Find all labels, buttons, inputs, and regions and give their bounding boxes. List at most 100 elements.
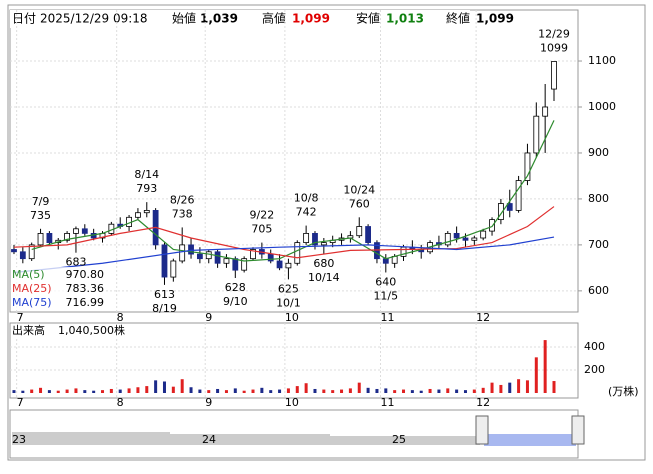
volume-bar	[286, 388, 290, 393]
x-tick-label: 12	[476, 311, 490, 324]
candle-body	[46, 232, 53, 243]
annotation-date: 10/8	[294, 192, 319, 205]
navigator-label: 25	[392, 433, 406, 446]
candle-body	[551, 61, 557, 90]
y-tick-label: 200	[584, 363, 605, 376]
moving-average	[13, 236, 555, 274]
candle-body	[11, 249, 17, 253]
volume-bar	[322, 389, 326, 393]
annotation-date: 7/9	[32, 195, 50, 208]
candle-body	[294, 242, 301, 264]
annotation-date: 8/26	[170, 193, 195, 206]
volume-bar	[543, 340, 547, 393]
candle-body	[135, 212, 141, 218]
volume-unit: (万株)	[608, 384, 639, 398]
volume-bar	[552, 381, 556, 393]
candle-body	[205, 251, 212, 260]
volume-bar	[490, 382, 494, 393]
candle-body	[223, 258, 230, 264]
annotation-date: 10/24	[343, 183, 375, 196]
x-tick-label: 11	[380, 396, 394, 409]
volume-bar	[534, 357, 538, 393]
candle-body	[196, 253, 203, 260]
y-tick-label: 1000	[588, 100, 616, 113]
volume-bar	[74, 388, 78, 393]
volume-bar	[118, 389, 122, 393]
candle-body	[161, 244, 168, 278]
volume-bar	[109, 388, 113, 393]
volume-bar	[198, 389, 202, 393]
candle-body	[170, 260, 177, 278]
volume-bar	[481, 387, 485, 393]
header-datetime: 2025/12/29 09:18	[40, 12, 148, 26]
candle-body	[143, 210, 150, 214]
navigator-selection[interactable]	[484, 434, 576, 446]
candle-body	[542, 106, 549, 117]
x-tick-label: 8	[117, 311, 124, 324]
candle-body	[471, 237, 478, 241]
volume-bar	[207, 390, 211, 393]
volume-bar	[393, 390, 397, 393]
annotation-date: 12/29	[538, 27, 570, 40]
candle-body	[365, 226, 371, 243]
annotation-price: 640	[375, 275, 396, 288]
candle-body	[276, 260, 283, 269]
x-tick-label: 7	[17, 396, 24, 409]
annotation-date: 11/5	[373, 289, 398, 302]
candle-body	[250, 249, 256, 260]
legend-value: 716.99	[66, 296, 105, 309]
volume-bar	[127, 388, 131, 393]
candle-body	[462, 237, 469, 241]
candle-body	[382, 258, 389, 264]
navigator-handle[interactable]	[571, 415, 585, 445]
candle-body	[515, 180, 522, 211]
y-tick-label: 900	[588, 146, 609, 159]
header-bg	[10, 10, 470, 28]
candle-body	[489, 219, 495, 232]
candle-body	[241, 258, 248, 271]
header-value: 1,039	[200, 12, 238, 26]
candle-body	[81, 228, 88, 234]
annotation-date: 10/1	[276, 296, 301, 309]
volume-bar	[304, 383, 308, 393]
volume-bar	[162, 381, 166, 393]
legend-name: MA(25)	[12, 282, 52, 295]
candle-body	[356, 226, 363, 237]
price-panel	[9, 9, 579, 313]
annotation-price: 628	[225, 281, 246, 294]
volume-bar	[233, 388, 237, 393]
navigator-label: 24	[202, 433, 216, 446]
volume-bar	[65, 389, 69, 393]
volume-bar	[348, 388, 352, 393]
annotation-price: 760	[349, 197, 370, 210]
annotation-date: 8/14	[134, 168, 159, 181]
candle-body	[320, 242, 327, 246]
volume-bar	[154, 380, 158, 393]
legend-value: 970.80	[66, 268, 105, 281]
volume-bar	[12, 390, 16, 393]
volume-bar	[366, 387, 370, 393]
candle-body	[374, 242, 380, 260]
volume-bar	[260, 387, 264, 393]
header-value: 1,013	[386, 12, 424, 26]
volume-bar	[428, 388, 432, 393]
candle-body	[480, 230, 487, 239]
candle-body	[444, 232, 451, 246]
header-label: 終値	[446, 11, 470, 26]
legend-name: MA(5)	[12, 268, 45, 281]
candle-body	[506, 203, 513, 211]
x-tick-label: 12	[476, 396, 490, 409]
volume-bar	[402, 389, 406, 393]
volume-bar	[216, 388, 220, 393]
candle-body	[303, 232, 310, 243]
navigator-handle[interactable]	[475, 415, 489, 445]
candle-body	[73, 228, 79, 234]
x-tick-label: 10	[285, 311, 299, 324]
volume-total: 1,040,500株	[58, 323, 125, 337]
candle-body	[497, 203, 504, 221]
volume-bar	[410, 390, 414, 393]
volume-bar	[92, 390, 96, 393]
volume-title-bg	[11, 324, 133, 337]
moving-average	[13, 206, 555, 259]
